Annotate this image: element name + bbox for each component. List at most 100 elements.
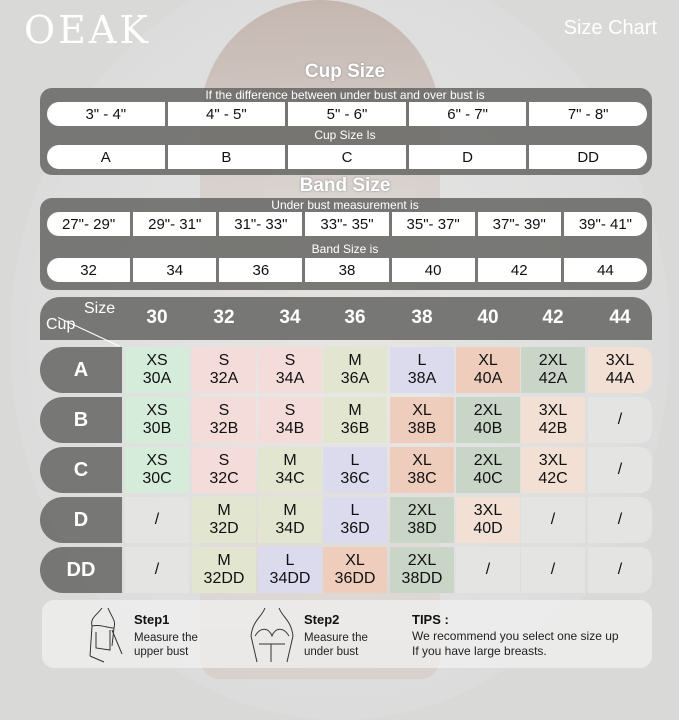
corner-size-label: Size (84, 300, 116, 317)
size-cell: / (588, 497, 652, 543)
band-column-header: 32 (213, 307, 235, 328)
size-label: 3XL (473, 502, 503, 519)
size-cell: 3XL 42B (521, 397, 585, 443)
tips-panel: Step1 Measure the upper bust Step2 Measu… (42, 600, 652, 668)
size-label: M (283, 502, 297, 519)
size-cell: S 34B (258, 397, 322, 443)
size-label: XL (478, 352, 498, 369)
band-range-row: 27"- 29" 29"- 31" 31"- 33" 33"- 35" 35"- 37"… (47, 212, 647, 236)
step1-text-1: Measure the (134, 632, 198, 644)
bra-size-code: 32B (209, 420, 239, 437)
size-cell: S 32A (192, 347, 256, 393)
size-cell: 3XL 44A (588, 347, 652, 393)
cup-letter-cell: A (47, 145, 165, 169)
cup-letter-row: A B C D DD (47, 145, 647, 169)
tips-text-1: We recommend you select one size up (412, 629, 619, 643)
band-column-header: 40 (477, 307, 499, 328)
size-label: L (350, 452, 360, 469)
bra-size-code: 32DD (203, 570, 245, 587)
size-cell: / (588, 547, 652, 593)
size-cell: M 34C (258, 447, 322, 493)
size-label: / (550, 561, 556, 578)
band-range-cell: 37"- 39" (477, 212, 561, 236)
bra-size-code: 34D (275, 520, 305, 537)
size-label: XL (412, 452, 432, 469)
cup-row-label: A (40, 347, 122, 393)
band-size-row: 32 34 36 38 40 42 44 (47, 258, 647, 282)
cup-letter-cell: B (167, 145, 286, 169)
step2-text-2: under bust (304, 646, 359, 658)
size-cell: S 34A (258, 347, 322, 393)
size-label: 3XL (538, 402, 568, 419)
bra-size-code: 34B (275, 420, 305, 437)
bra-size-code: 44A (605, 370, 635, 387)
size-cell: / (588, 447, 652, 493)
size-cell: M 36A (323, 347, 387, 393)
size-cell: 3XL 40D (456, 497, 520, 543)
bra-size-code: 38A (407, 370, 437, 387)
size-label: 2XL (538, 352, 568, 369)
size-cell: 2XL 38DD (390, 547, 454, 593)
bra-size-code: 32A (209, 370, 239, 387)
corner-cup-label: Cup (46, 316, 76, 333)
step1-title: Step1 (134, 612, 170, 627)
size-label: 3XL (538, 452, 568, 469)
size-cell: XL 38B (390, 397, 454, 443)
size-label: / (485, 561, 491, 578)
size-cell: XS 30B (125, 397, 189, 443)
cup-range-cell: 3" - 4" (47, 102, 165, 126)
cup-range-row: 3" - 4" 4" - 5" 5" - 6" 6" - 7" 7" - 8" (47, 102, 647, 126)
band-range-cell: 35"- 37" (391, 212, 475, 236)
upper-bust-figure-icon (89, 607, 123, 663)
tips-title: TIPS : (412, 612, 449, 627)
size-cell: L 38A (390, 347, 454, 393)
bra-size-code: 38D (407, 520, 437, 537)
size-label: / (550, 511, 556, 528)
band-column-header: 34 (279, 307, 301, 328)
bra-size-code: 36B (340, 420, 370, 437)
cup-letter-cell: C (288, 145, 406, 169)
band-size-cell: 34 (133, 258, 217, 282)
size-label: M (217, 552, 231, 569)
size-cell: / (125, 497, 189, 543)
cup-caption-2: Cup Size Is (314, 128, 376, 142)
size-label: / (154, 561, 160, 578)
size-label: 2XL (407, 552, 437, 569)
size-cell: 3XL 42C (521, 447, 585, 493)
bra-size-code: 42B (538, 420, 568, 437)
size-label: XS (146, 352, 168, 369)
size-cell: / (588, 397, 652, 443)
size-cell: M 32D (192, 497, 256, 543)
size-cell: 2XL 42A (521, 347, 585, 393)
size-label: L (350, 502, 360, 519)
brand-logo: OEAK (24, 8, 151, 52)
bra-size-code: 38B (407, 420, 437, 437)
size-cell: M 36B (323, 397, 387, 443)
size-label: / (617, 511, 623, 528)
bra-size-code: 34DD (269, 570, 311, 587)
cup-range-cell: 6" - 7" (408, 102, 527, 126)
size-cell: L 36C (323, 447, 387, 493)
cup-range-cell: 7" - 8" (529, 102, 647, 126)
bra-size-code: 34C (275, 470, 305, 487)
size-cell: L 36D (323, 497, 387, 543)
bra-size-code: 32D (209, 520, 239, 537)
bra-size-code: 36C (340, 470, 370, 487)
size-label: S (284, 402, 296, 419)
bra-size-code: 30C (142, 470, 172, 487)
band-range-cell: 33"- 35" (305, 212, 389, 236)
cup-letter-cell: DD (529, 145, 647, 169)
under-bust-figure-icon (250, 607, 294, 663)
size-label: / (617, 561, 623, 578)
bra-size-code: 40D (473, 520, 503, 537)
size-label: XL (345, 552, 365, 569)
bra-size-code: 40A (473, 370, 503, 387)
band-size-cell: 36 (219, 258, 303, 282)
size-cell: / (521, 547, 585, 593)
size-label: M (283, 452, 297, 469)
size-label: S (284, 352, 296, 369)
size-cell: XS 30A (125, 347, 189, 393)
size-label: 2XL (407, 502, 437, 519)
tips-text-2: If you have large breasts. (412, 644, 547, 658)
bra-size-code: 30A (142, 370, 172, 387)
